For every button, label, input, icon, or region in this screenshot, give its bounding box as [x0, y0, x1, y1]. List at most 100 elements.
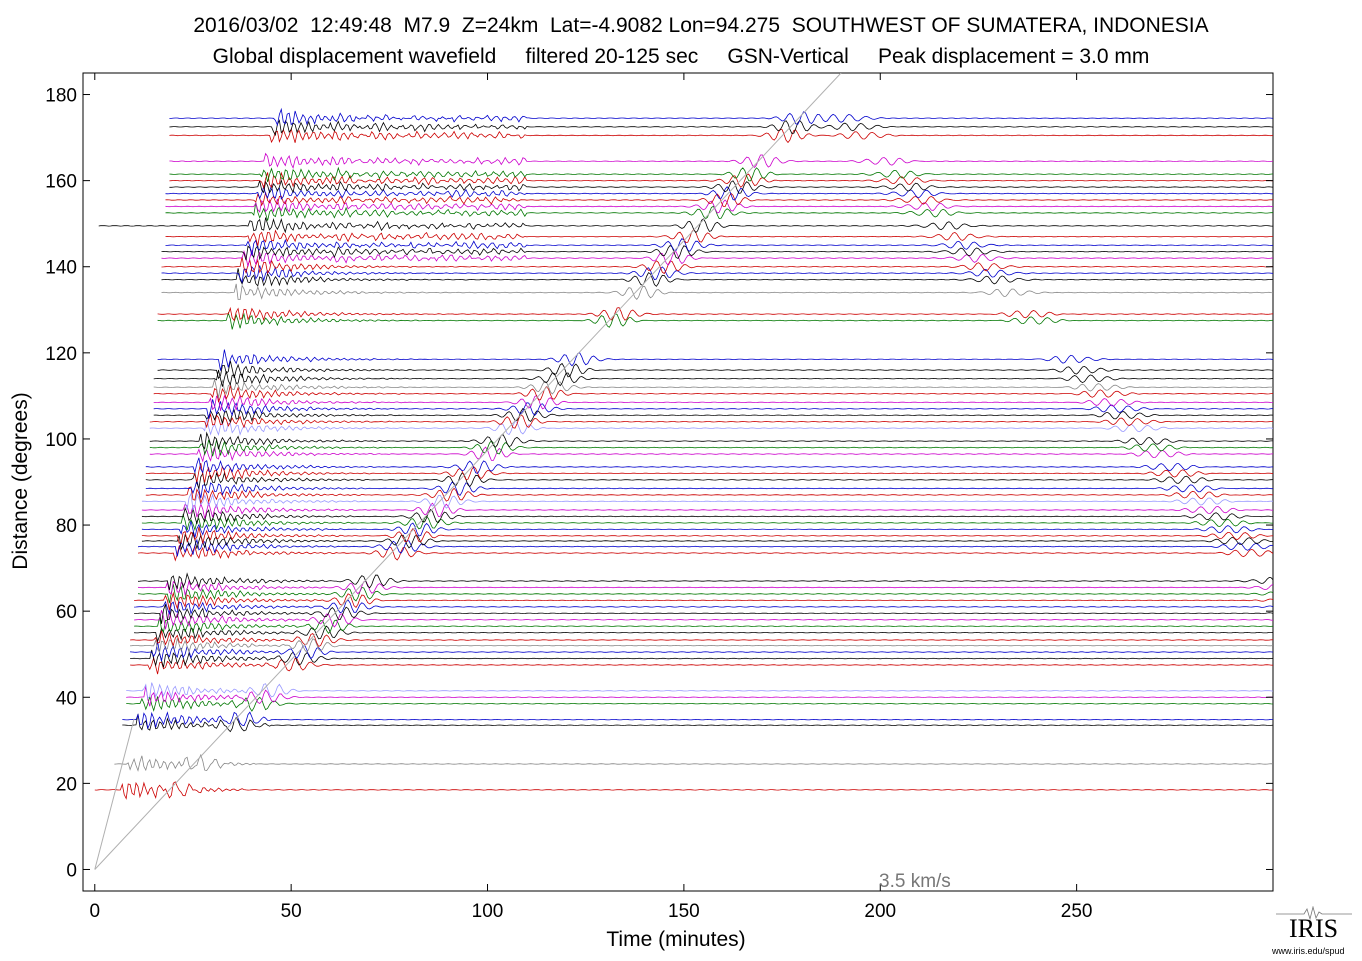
- y-tick-label: 40: [56, 688, 77, 709]
- y-tick-label: 80: [56, 516, 77, 537]
- y-axis: 0 20 40 60 80 100 120 140 160 180: [45, 86, 1273, 881]
- x-tick-label: 200: [864, 901, 896, 922]
- seismic-trace: [137, 544, 1273, 562]
- x-tick-label: 50: [281, 901, 302, 922]
- seismic-trace: [161, 268, 1273, 287]
- seismic-trace: [141, 492, 1273, 512]
- seismic-trace: [169, 166, 1273, 183]
- seismic-trace: [157, 306, 1273, 322]
- seismic-trace: [137, 584, 1273, 604]
- seismic-trace: [161, 256, 1273, 275]
- logo-url: www.iris.edu/spud: [1272, 946, 1345, 956]
- seismic-trace: [134, 617, 1273, 635]
- seismic-trace: [141, 527, 1273, 544]
- seismic-trace: [149, 418, 1273, 437]
- x-tick-label: 0: [89, 901, 100, 922]
- seismic-trace: [134, 625, 1273, 643]
- seismic-trace: [145, 463, 1273, 483]
- seismic-trace: [114, 753, 1273, 772]
- seismic-trace: [169, 171, 1273, 190]
- seismic-trace: [153, 394, 1273, 411]
- seismic-trace: [130, 656, 1273, 675]
- seismic-trace: [98, 217, 1273, 234]
- seismic-trace: [169, 152, 1273, 169]
- seismic-trace: [169, 178, 1273, 194]
- seismic-trace: [165, 202, 1273, 221]
- chart-title: 2016/03/02 12:49:48 M7.9 Z=24km Lat=-4.9…: [193, 14, 1209, 37]
- seismic-trace: [153, 407, 1273, 424]
- seismic-trace: [145, 486, 1273, 505]
- seismic-trace: [161, 265, 1273, 284]
- seismic-trace: [122, 711, 1273, 730]
- seismic-trace: [161, 249, 1273, 267]
- seismic-trace: [130, 649, 1273, 668]
- logo-text: IRIS: [1289, 914, 1339, 943]
- x-axis: 0 50 100 150 200 250: [89, 73, 1092, 922]
- seismic-trace: [165, 228, 1273, 246]
- seismic-trace: [145, 479, 1273, 499]
- seismic-trace: [161, 244, 1273, 261]
- seismic-trace: [141, 506, 1273, 524]
- velocity-reference-line: [94, 718, 135, 870]
- y-tick-label: 60: [56, 602, 77, 623]
- seismic-trace: [165, 238, 1273, 256]
- seismic-trace: [165, 183, 1273, 201]
- seismic-trace: [141, 520, 1273, 538]
- y-tick-label: 140: [45, 258, 77, 279]
- seismic-trace: [169, 119, 1273, 137]
- seismic-trace: [153, 399, 1273, 420]
- seismic-trace: [134, 591, 1273, 611]
- seismic-trace: [134, 599, 1273, 616]
- y-tick-label: 20: [56, 774, 77, 795]
- seismic-trace: [145, 471, 1273, 490]
- y-tick-label: 160: [45, 172, 77, 193]
- seismic-trace: [137, 579, 1273, 597]
- iris-logo-icon: [1276, 906, 1352, 921]
- traces: [94, 107, 1273, 800]
- seismic-trace: [153, 369, 1273, 387]
- x-axis-label: Time (minutes): [606, 928, 745, 951]
- y-tick-label: 120: [45, 344, 77, 365]
- y-axis-label: Distance (degrees): [9, 392, 32, 569]
- plot-area: [82, 72, 1274, 892]
- seismic-trace: [126, 685, 1273, 707]
- seismic-trace: [161, 283, 1273, 301]
- seismic-trace: [137, 538, 1273, 557]
- seismic-trace: [149, 413, 1273, 429]
- x-tick-label: 150: [668, 901, 700, 922]
- seismic-trace: [130, 641, 1273, 662]
- seismic-trace: [149, 445, 1273, 463]
- seismic-trace: [153, 385, 1273, 403]
- seismic-trace: [134, 610, 1273, 630]
- seismic-trace: [157, 349, 1273, 371]
- seismic-trace: [169, 127, 1273, 144]
- seismic-trace: [149, 438, 1273, 457]
- seismic-trace: [145, 457, 1273, 474]
- y-tick-label: 180: [45, 86, 77, 107]
- seismic-trace: [165, 198, 1273, 214]
- reference-line: [94, 73, 842, 870]
- velocity-reference-line: [94, 73, 842, 870]
- velocity-label: 3.5 km/s: [879, 871, 951, 892]
- y-tick-label: 100: [45, 430, 77, 451]
- y-tick-label: 0: [66, 860, 77, 881]
- seismic-trace: [122, 713, 1273, 733]
- seismic-trace: [157, 311, 1273, 330]
- seismic-trace: [130, 630, 1273, 647]
- seismic-trace: [126, 695, 1273, 712]
- seismic-trace: [141, 502, 1273, 519]
- seismic-trace: [169, 107, 1273, 127]
- seismic-trace: [94, 781, 1273, 800]
- seismic-trace: [126, 682, 1273, 700]
- x-tick-label: 250: [1061, 901, 1093, 922]
- chart-subtitle: Global displacement wavefield filtered 2…: [212, 45, 1150, 68]
- seismic-trace: [130, 638, 1273, 654]
- seismic-trace: [157, 360, 1273, 380]
- x-tick-label: 100: [472, 901, 504, 922]
- seismic-trace: [134, 604, 1273, 624]
- seismic-trace: [165, 192, 1273, 208]
- seismic-trace: [153, 379, 1273, 399]
- seismic-trace: [149, 431, 1273, 450]
- seismic-trace: [141, 513, 1273, 532]
